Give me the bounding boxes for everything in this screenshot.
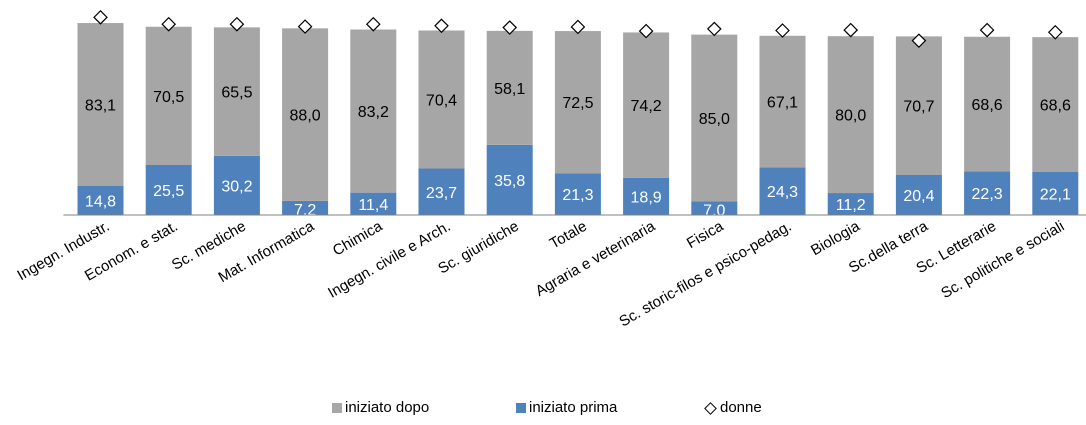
x-tick-label: Ingegn. civile e Arch.	[325, 218, 453, 302]
data-label-dopo: 65,5	[221, 85, 252, 102]
data-label-dopo: 68,6	[1040, 97, 1071, 114]
marker-donne	[1047, 24, 1063, 40]
bar-dopo	[895, 36, 942, 176]
bar-prima	[350, 192, 397, 215]
marker-donne	[638, 23, 654, 39]
marker-donne	[843, 22, 859, 38]
marker-donne	[775, 23, 790, 38]
bar-dopo	[623, 32, 670, 178]
data-label-prima: 14,8	[85, 193, 116, 210]
x-tick-label: Totale	[547, 218, 590, 253]
x-tick-label: Biologia	[808, 217, 863, 259]
data-label-dopo: 88,0	[290, 108, 321, 125]
marker-donne	[570, 19, 586, 35]
data-label-dopo: 68,6	[972, 97, 1003, 114]
bar-prima	[759, 167, 806, 215]
bar-dopo	[145, 26, 192, 165]
marker-donne	[93, 10, 108, 25]
bar-dopo	[964, 36, 1011, 172]
marker-donne	[502, 20, 518, 35]
marker-donne	[229, 16, 245, 32]
data-label-prima: 11,4	[358, 197, 388, 214]
data-label-prima: 21,3	[562, 187, 593, 204]
bar-dopo	[1032, 37, 1079, 172]
data-label-dopo: 70,7	[903, 99, 934, 116]
bar-prima	[77, 185, 124, 215]
bar-prima	[282, 200, 329, 215]
bar-dopo	[486, 30, 533, 145]
bar-dopo	[418, 30, 465, 169]
bar-prima	[964, 171, 1011, 215]
data-label-prima: 7,0	[703, 202, 725, 219]
data-label-dopo: 85,0	[699, 111, 730, 128]
data-label-dopo: 80,0	[835, 108, 866, 125]
bar-dopo	[554, 31, 601, 174]
data-label-prima: 11,2	[836, 197, 866, 214]
marker-donne	[706, 21, 722, 37]
data-label-prima: 22,1	[1040, 186, 1071, 203]
data-label-prima: 23,7	[426, 185, 457, 202]
data-label-prima: 20,4	[903, 188, 934, 205]
x-tick-label: Fisica	[684, 217, 727, 252]
legend-label-prima: iniziato prima	[529, 399, 618, 416]
marker-donne	[979, 22, 995, 38]
data-label-prima: 18,9	[631, 189, 662, 206]
bar-dopo	[350, 29, 397, 193]
bar-dopo	[213, 27, 260, 156]
data-label-dopo: 70,4	[426, 93, 457, 110]
data-label-prima: 35,8	[494, 173, 525, 190]
data-label-prima: 7,2	[294, 202, 316, 219]
x-tick-label: Chimica	[330, 217, 386, 259]
bar-dopo	[282, 28, 329, 201]
legend-item-donne: donne	[705, 399, 762, 416]
data-label-prima: 22,3	[972, 186, 1003, 203]
data-label-prima: 24,3	[767, 184, 798, 201]
marker-donne	[911, 33, 927, 49]
bar-prima	[554, 173, 601, 215]
data-label-dopo: 70,5	[153, 89, 184, 106]
data-label-dopo: 72,5	[562, 95, 593, 112]
bar-prima	[895, 175, 942, 215]
bar-dopo	[827, 36, 874, 194]
marker-donne	[297, 19, 313, 34]
marker-donne	[365, 16, 381, 32]
data-label-dopo: 83,2	[358, 104, 389, 121]
diamond-icon	[705, 403, 715, 413]
bar-prima	[1032, 171, 1079, 215]
bar-dopo	[759, 35, 806, 168]
marker-donne	[434, 18, 449, 34]
legend-item-dopo: iniziato dopo	[332, 399, 429, 416]
legend-item-prima: iniziato prima	[516, 399, 617, 416]
x-tick-label: Agraria e veterinaria	[533, 217, 659, 300]
bar-dopo	[691, 34, 738, 202]
bar-prima	[691, 201, 738, 215]
bar-prima	[418, 168, 465, 215]
legend-label-dopo: iniziato dopo	[345, 399, 430, 416]
bar-prima	[827, 193, 874, 215]
bar-prima	[213, 155, 260, 215]
data-label-prima: 30,2	[221, 178, 252, 195]
marker-donne	[161, 16, 177, 32]
bar-dopo	[77, 23, 124, 186]
legend-label-donne: donne	[720, 399, 762, 416]
data-label-dopo: 58,1	[494, 81, 525, 98]
legend-swatch-dopo	[332, 402, 342, 413]
x-tick-label: Sc. politiche e sociali	[938, 218, 1067, 302]
bar-prima	[623, 177, 670, 215]
bar-prima	[145, 165, 192, 215]
legend: iniziato dopo iniziato prima donne	[0, 399, 1086, 421]
data-label-dopo: 83,1	[85, 98, 116, 115]
data-label-prima: 25,5	[153, 183, 184, 200]
data-label-dopo: 67,1	[767, 95, 798, 112]
data-label-dopo: 74,2	[631, 98, 662, 115]
bar-prima	[486, 144, 533, 215]
legend-swatch-prima	[516, 402, 526, 413]
